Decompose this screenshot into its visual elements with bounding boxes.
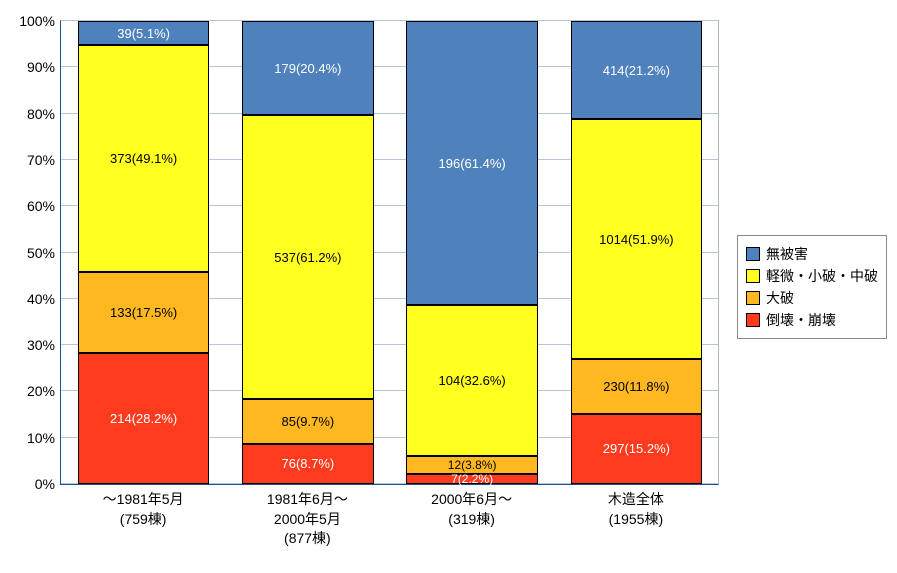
legend-item-collapse: 倒壊・崩壊 [746,310,878,330]
legend-swatch-icon [746,291,760,305]
x-category-label: 木造全体 (1955棟) [554,484,718,529]
segment-label: 104(32.6%) [439,373,506,388]
plot-area: 0%10%20%30%40%50%60%70%80%90%100%39(5.1%… [60,20,719,485]
y-tick-label: 10% [27,430,55,446]
y-tick-label: 50% [27,245,55,261]
y-tick-label: 0% [35,476,55,492]
segment-label: 214(28.2%) [110,411,177,426]
bar-segment-none: 39(5.1%) [78,21,209,45]
segment-label: 414(21.2%) [603,63,670,78]
bar-segment-none: 414(21.2%) [571,21,702,119]
bar-segment-collapse: 7(2.2%) [406,474,537,484]
y-tick-label: 90% [27,59,55,75]
bar-column: 179(20.4%) 537(61.2%) 85(9.7%) 76(8.7%) [241,21,373,484]
bar-segment-severe: 230(11.8%) [571,359,702,414]
x-category-label: 2000年6月～ (319棟) [390,484,554,529]
segment-label: 1014(51.9%) [599,232,673,247]
bar-segment-severe: 85(9.7%) [242,399,373,444]
legend: 無被害軽微・小破・中破大破倒壊・崩壊 [737,235,887,339]
legend-swatch-icon [746,269,760,283]
bar-segment-moderate: 104(32.6%) [406,305,537,456]
y-tick-label: 40% [27,291,55,307]
x-category-label: ～1981年5月 (759棟) [61,484,225,529]
x-category-label: 1981年6月～ 2000年5月 (877棟) [225,484,389,549]
bar-segment-moderate: 537(61.2%) [242,115,373,398]
y-tick-label: 80% [27,106,55,122]
y-tick-label: 30% [27,337,55,353]
bar-column: 39(5.1%) 373(49.1%) 133(17.5%) 214(28.2%) [77,21,209,484]
legend-swatch-icon [746,247,760,261]
bar-column: 414(21.2%) 1014(51.9%) 230(11.8%) 297(15.2%… [570,21,702,484]
segment-label: 76(8.7%) [281,456,334,471]
y-tick-label: 20% [27,383,55,399]
legend-label: 無被害 [766,244,808,264]
bar-column: 196(61.4%) 104(32.6%) 12(3.8%) 7(2.2%) [405,21,537,484]
legend-label: 倒壊・崩壊 [766,310,836,330]
bar-segment-moderate: 1014(51.9%) [571,119,702,359]
bar-segment-collapse: 297(15.2%) [571,414,702,484]
segment-label: 179(20.4%) [274,61,341,76]
segment-label: 12(3.8%) [448,458,497,472]
y-tick-label: 70% [27,152,55,168]
segment-label: 230(11.8%) [603,379,669,394]
segment-label: 297(15.2%) [603,441,670,456]
segment-label: 373(49.1%) [110,151,177,166]
stacked-bar-chart: 0% 10% 20% 30% 40% 50% 60% 70% 80% 90% 100% 39(5.1%… [0,0,897,573]
segment-label: 196(61.4%) [439,156,506,171]
bar-segment-none: 179(20.4%) [242,21,373,115]
legend-item-none: 無被害 [746,244,878,264]
segment-label: 85(9.7%) [281,414,334,429]
y-tick-label: 60% [27,198,55,214]
legend-label: 大破 [766,288,794,308]
legend-item-severe: 大破 [746,288,878,308]
legend-swatch-icon [746,313,760,327]
segment-label: 39(5.1%) [117,26,170,41]
bar-segment-collapse: 214(28.2%) [78,353,209,484]
legend-label: 軽微・小破・中破 [766,266,878,286]
bar-segment-none: 196(61.4%) [406,21,537,305]
segment-label: 133(17.5%) [110,305,177,320]
y-tick-label: 100% [19,13,55,29]
legend-item-moderate: 軽微・小破・中破 [746,266,878,286]
bars-container: 39(5.1%) 373(49.1%) 133(17.5%) 214(28.2%) 17… [61,21,718,484]
bar-segment-moderate: 373(49.1%) [78,45,209,272]
bar-segment-collapse: 76(8.7%) [242,444,373,484]
segment-label: 537(61.2%) [274,250,341,265]
bar-segment-severe: 133(17.5%) [78,272,209,353]
